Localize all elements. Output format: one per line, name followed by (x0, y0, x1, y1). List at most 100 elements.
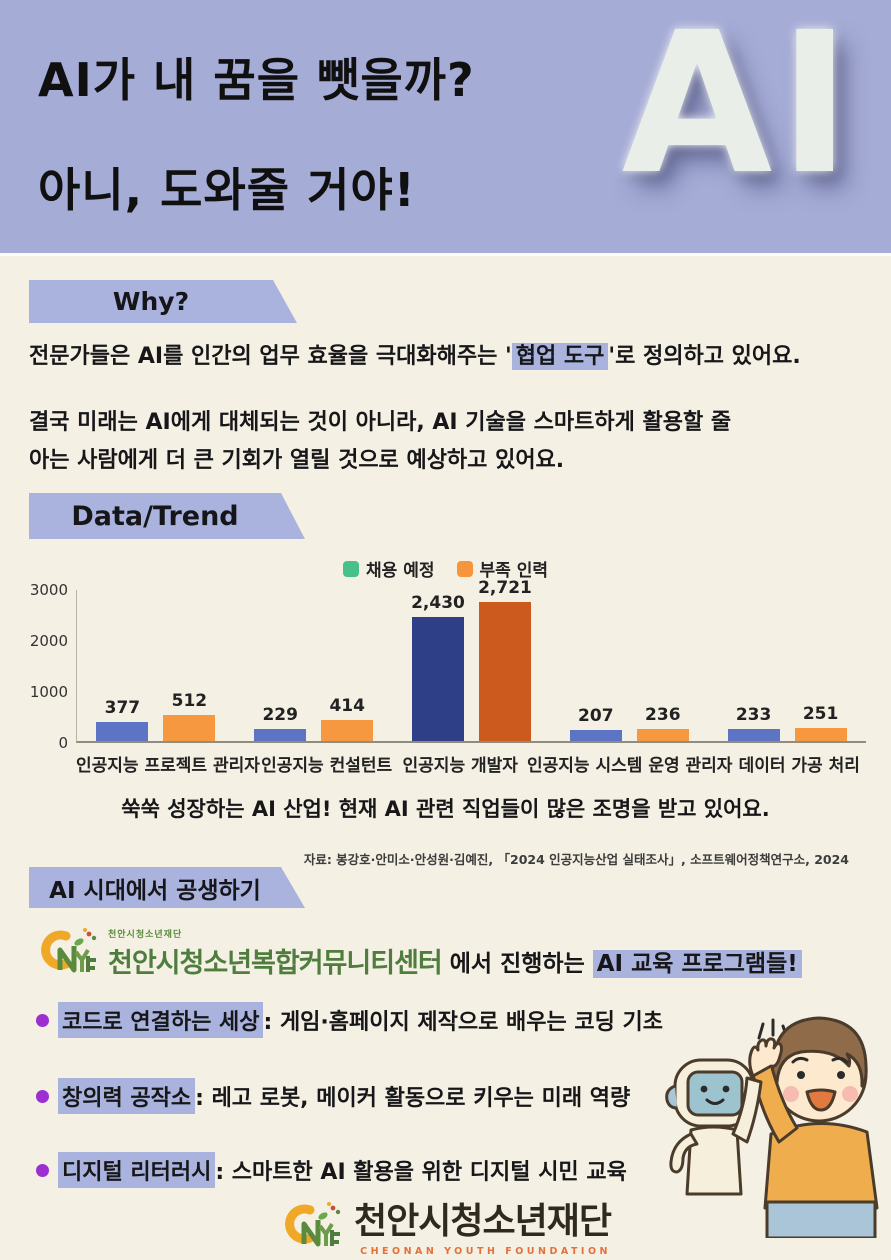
data-trend-banner: Data/Trend (29, 493, 305, 539)
x-category-label: 인공지능 개발자 (402, 756, 518, 776)
chart-caption: 쑥쑥 성장하는 AI 산업! 현재 AI 관련 직업들이 많은 조명을 받고 있… (121, 797, 770, 821)
bar-value-label: 512 (171, 690, 208, 711)
bar-value-label: 207 (578, 706, 614, 727)
why-paragraph-2-line2: 아는 사람에게 더 큰 기회가 열릴 것으로 예상하고 있어요. (29, 447, 565, 473)
legend-item: 부족 인력 (456, 556, 548, 581)
bar-rect (636, 728, 689, 741)
bar-value-label: 414 (329, 695, 365, 716)
bullet-dot-icon (36, 1013, 49, 1027)
bar-value-label: 2,721 (478, 578, 532, 599)
collab-tool-highlight: 협업 도구 (511, 343, 609, 370)
center-logo-name: 천안시청소년복합커뮤니티센터 (108, 948, 443, 979)
footer-name-block: 천안시청소년재단 CHEONAN YOUTH FOUNDATION (354, 1192, 612, 1257)
footer-org-name-en: CHEONAN YOUTH FOUNDATION (360, 1246, 611, 1257)
y-tick-label: 2000 (29, 632, 68, 650)
robot-boy-highfive-illustration (665, 1016, 879, 1238)
bar-rect (727, 729, 780, 741)
x-category-label: 인공지능 시스템 운영 관리자 (527, 756, 733, 776)
program-bullet-coding: 코드로 연결하는 세상 : 게임·홈페이지 제작으로 배우는 코딩 기초 (36, 1002, 663, 1038)
chart-plot: 377 512 229 414 2,430 2,721 207 236 233 251 (76, 578, 866, 743)
center-name-block: 천안시청소년재단 천안시청소년복합커뮤니티센터 (108, 927, 443, 980)
legend-label: 채용 예정 (366, 561, 435, 581)
bar: 2,430 (411, 593, 465, 741)
bar: 377 (96, 698, 149, 741)
data-trend-banner-label: Data/Trend (71, 500, 239, 532)
why-paragraph-2: 결국 미래는 AI에게 대체되는 것이 아니라, AI 기술을 스마트하게 활용… (29, 404, 869, 480)
chart-group: 229 414 (235, 696, 393, 741)
bar-rect (321, 719, 374, 741)
programs-intro: 에서 진행하는 AI 교육 프로그램들! (450, 944, 802, 980)
program-bullet-title: 코드로 연결하는 세상 (58, 1002, 264, 1038)
bar-value-label: 2,430 (411, 593, 465, 614)
bullet-dot-icon (36, 1163, 49, 1177)
x-category-label: 데이터 가공 처리 (738, 756, 860, 776)
program-bullet-title: 창의력 공작소 (58, 1078, 196, 1114)
coexist-banner: AI 시대에서 공생하기 (29, 867, 305, 908)
program-bullet-maker: 창의력 공작소 : 레고 로봇, 메이커 활동으로 키우는 미래 역량 (36, 1078, 630, 1114)
footer: 천안시청소년재단 CHEONAN YOUTH FOUNDATION (0, 1192, 891, 1257)
bar: 414 (321, 696, 374, 741)
boy-illustration (748, 1016, 879, 1238)
why-paragraph-1-pre: 전문가들은 AI를 인간의 업무 효율을 극대화해주는 ' (29, 344, 512, 369)
center-logo-row: 천안시청소년재단 천안시청소년복합커뮤니티센터 에서 진행하는 AI 교육 프로… (36, 922, 802, 980)
bar-rect (163, 714, 216, 741)
bar: 512 (163, 691, 216, 741)
bar: 251 (794, 704, 847, 741)
programs-intro-highlight: AI 교육 프로그램들! (592, 950, 802, 978)
why-paragraph-1-post: '로 정의하고 있어요. (608, 344, 801, 369)
coexist-banner-label: AI 시대에서 공생하기 (49, 877, 261, 904)
bar: 236 (636, 705, 689, 741)
cnyf-logo-icon (36, 922, 100, 980)
why-banner-label: Why? (112, 287, 190, 316)
chart-source: 자료: 봉강호·안미소·안성원·김예진, 「2024 인공지능산업 실태조사」,… (303, 852, 849, 867)
chart-group: 2,430 2,721 (393, 578, 551, 741)
bar-rect (569, 730, 622, 741)
bar-chart: 0 1000 2000 3000 377 512 229 414 2,430 2,721 207 2… (26, 578, 866, 776)
y-tick-label: 1000 (29, 683, 68, 701)
why-banner: Why? (29, 280, 297, 323)
x-category-label: 인공지능 프로젝트 관리자 (76, 756, 260, 776)
y-tick-label: 3000 (29, 581, 68, 599)
chart-group: 207 236 (550, 705, 708, 741)
bar-rect (794, 728, 847, 741)
chart-y-axis: 0 1000 2000 3000 (26, 581, 76, 752)
why-paragraph-2-line1: 결국 미래는 AI에게 대체되는 것이 아니라, AI 기술을 스마트하게 활용… (29, 410, 732, 435)
bar-value-label: 251 (802, 704, 839, 725)
programs-intro-pre: 에서 진행하는 (449, 951, 593, 977)
bar-rect (411, 617, 464, 741)
bar-value-label: 233 (735, 705, 772, 726)
bar: 229 (254, 705, 307, 741)
ai-3d-wordmark: AI (621, 0, 857, 217)
bar-rect (478, 602, 531, 741)
program-bullet-desc: : 레고 로봇, 메이커 활동으로 키우는 미래 역량 (195, 1086, 631, 1111)
header-title-line1: AI가 내 꿈을 뺏을까? (38, 53, 475, 107)
bar-value-label: 377 (104, 697, 141, 718)
header-title: AI가 내 꿈을 뺏을까? 아니, 도와줄 거야! (38, 44, 475, 220)
bullet-dot-icon (36, 1089, 49, 1103)
bar-value-label: 236 (645, 704, 681, 725)
why-paragraph-1: 전문가들은 AI를 인간의 업무 효율을 극대화해주는 ' 협업 도구 '로 정의하… (29, 338, 869, 370)
legend-swatch-icon (456, 560, 473, 577)
bar-rect (254, 729, 307, 741)
chart-group: 377 512 (77, 691, 235, 741)
bar-value-label: 229 (262, 705, 298, 726)
chart-legend: 채용 예정 부족 인력 (0, 556, 891, 581)
footer-org-name: 천안시청소년재단 (354, 1201, 612, 1242)
y-tick-label: 0 (58, 734, 68, 752)
legend-swatch-icon (343, 560, 360, 577)
center-logo-small-text: 천안시청소년재단 (108, 930, 183, 940)
program-bullet-title: 디지털 리터러시 (58, 1152, 216, 1188)
robot-illustration (665, 1058, 763, 1196)
program-bullet-desc: : 게임·홈페이지 제작으로 배우는 코딩 기초 (263, 1010, 664, 1035)
program-bullet-desc: : 스마트한 AI 활용을 위한 디지털 시민 교육 (215, 1160, 627, 1185)
bar: 207 (569, 706, 622, 741)
chart-categories: 인공지능 프로젝트 관리자 인공지능 컨설턴트 인공지능 개발자 인공지능 시스템 운… (76, 751, 866, 776)
bar-rect (96, 721, 149, 741)
cnyf-logo-icon (280, 1196, 344, 1254)
bar: 2,721 (478, 578, 532, 741)
legend-item: 채용 예정 (343, 556, 435, 581)
bar: 233 (727, 705, 780, 741)
header-title-line2: 아니, 도와줄 거야! (38, 163, 416, 217)
program-bullet-literacy: 디지털 리터러시 : 스마트한 AI 활용을 위한 디지털 시민 교육 (36, 1152, 627, 1188)
